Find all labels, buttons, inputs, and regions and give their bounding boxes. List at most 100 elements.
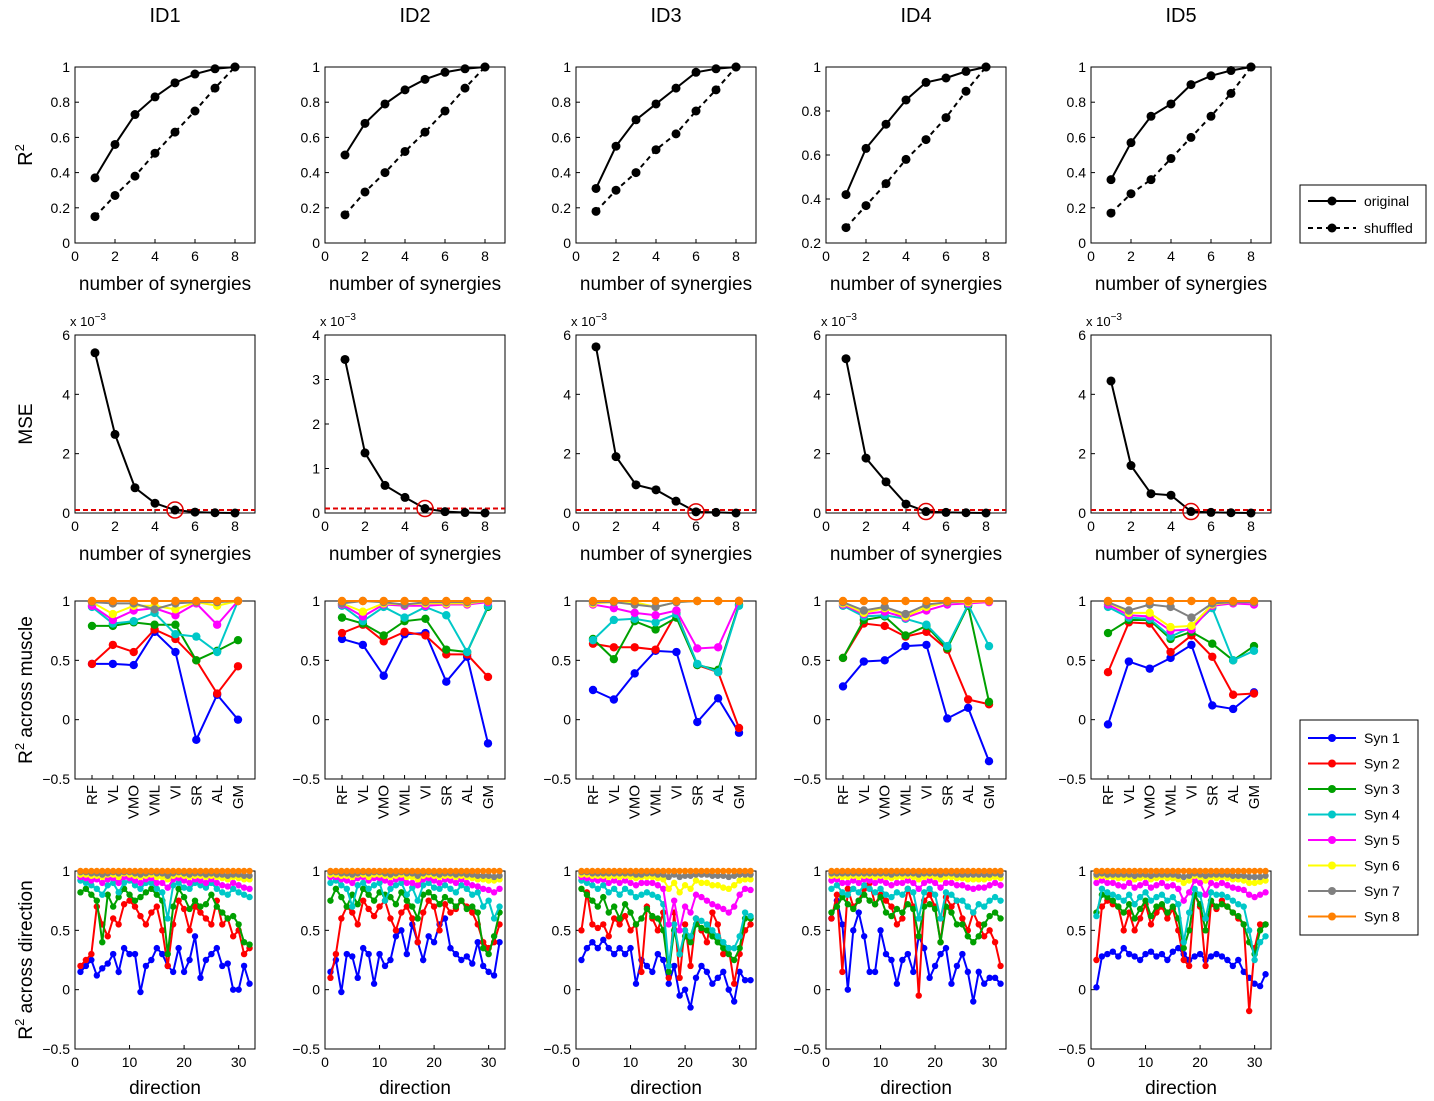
syn-point-4 bbox=[959, 897, 966, 904]
syn-point-4 bbox=[676, 950, 683, 958]
syn-point-8 bbox=[621, 867, 629, 875]
syn-point-4 bbox=[1207, 889, 1215, 896]
legend-label-syn-4: Syn 4 bbox=[1364, 807, 1400, 823]
syn-point-3 bbox=[171, 620, 180, 629]
data-point-shuffled bbox=[380, 168, 390, 178]
syn-point-3 bbox=[594, 903, 602, 910]
syn-point-1 bbox=[1120, 944, 1127, 952]
exponent-power: −3 bbox=[846, 312, 858, 323]
syn-point-4 bbox=[376, 879, 383, 887]
syn-point-6 bbox=[670, 879, 678, 887]
syn-point-8 bbox=[605, 867, 612, 875]
syn-point-1 bbox=[681, 986, 689, 993]
syn-point-4 bbox=[920, 889, 928, 896]
syn-point-1 bbox=[926, 974, 933, 981]
muscle-tick-label: RF bbox=[835, 785, 852, 805]
syn-point-8 bbox=[197, 867, 204, 875]
syn-point-3 bbox=[627, 909, 634, 916]
syn-point-1 bbox=[616, 944, 623, 952]
syn-point-8 bbox=[986, 867, 993, 875]
syn-point-8 bbox=[828, 867, 835, 875]
syn-point-3 bbox=[1240, 921, 1247, 928]
syn-point-5 bbox=[649, 879, 656, 887]
syn-point-8 bbox=[627, 867, 634, 875]
syn-point-1 bbox=[850, 927, 857, 934]
syn-point-7 bbox=[414, 872, 421, 879]
syn-point-8 bbox=[651, 596, 660, 606]
direction-panel-ytick-label: 0.5 bbox=[301, 922, 321, 938]
syn-point-8 bbox=[229, 867, 237, 875]
syn-point-5 bbox=[1125, 879, 1133, 887]
syn-point-4 bbox=[213, 885, 221, 892]
syn-point-1 bbox=[180, 968, 188, 976]
syn-point-2 bbox=[980, 933, 988, 940]
syn-point-1 bbox=[654, 950, 662, 958]
syn-point-8 bbox=[164, 867, 171, 875]
muscle-panel-id2: −0.5 0 0.5 1 RF VL VMO VML VI SR AL GM bbox=[292, 593, 506, 819]
syn-point-5 bbox=[1175, 885, 1182, 892]
r2-panel-xtick-label: 0 bbox=[822, 248, 830, 264]
x-axis-label: direction bbox=[129, 1078, 201, 1099]
syn-point-4 bbox=[600, 882, 607, 889]
syn-point-3 bbox=[839, 893, 846, 901]
mse-panel-ytick-label: 2 bbox=[312, 416, 320, 432]
syn-point-1 bbox=[964, 968, 972, 976]
syn-point-8 bbox=[142, 867, 150, 875]
syn-point-8 bbox=[850, 867, 857, 875]
syn-point-5 bbox=[496, 885, 503, 892]
data-point-original bbox=[90, 173, 100, 183]
syn-point-2 bbox=[734, 723, 744, 733]
syn-point-1 bbox=[1262, 971, 1269, 978]
syn-point-1 bbox=[1218, 953, 1226, 960]
syn-point-8 bbox=[915, 867, 922, 875]
syn-point-8 bbox=[441, 867, 449, 875]
syn-point-3 bbox=[229, 912, 237, 920]
r2-panel-xtick-label: 6 bbox=[441, 248, 449, 264]
syn-point-5 bbox=[1256, 891, 1264, 898]
syn-point-3 bbox=[1104, 893, 1111, 901]
syn-point-3 bbox=[609, 654, 619, 664]
syn-point-4 bbox=[1136, 893, 1144, 901]
syn-point-2 bbox=[959, 915, 966, 922]
syn-point-7 bbox=[1240, 872, 1247, 879]
syn-point-1 bbox=[1145, 664, 1154, 673]
syn-point-4 bbox=[452, 889, 460, 896]
column-title-id2: ID2 bbox=[399, 5, 430, 27]
syn-point-3 bbox=[202, 901, 210, 908]
syn-point-7 bbox=[714, 872, 722, 879]
syn-point-8 bbox=[419, 867, 427, 875]
syn-point-6 bbox=[660, 876, 667, 883]
syn-point-8 bbox=[964, 867, 972, 875]
mse-panel-xtick-label: 2 bbox=[111, 518, 119, 534]
syn-point-3 bbox=[1115, 903, 1122, 910]
mse-point bbox=[90, 348, 100, 358]
syn-point-4 bbox=[169, 882, 177, 889]
data-point-shuffled bbox=[170, 127, 180, 137]
syn-point-5 bbox=[1109, 879, 1117, 887]
syn-point-3 bbox=[578, 885, 585, 892]
syn-point-3 bbox=[984, 697, 994, 707]
syn-point-3 bbox=[589, 897, 596, 904]
syn-point-3 bbox=[638, 915, 645, 922]
direction-panel-xtick-label: 30 bbox=[1247, 1054, 1263, 1070]
syn-point-4 bbox=[1098, 885, 1106, 892]
syn-point-8 bbox=[354, 867, 361, 875]
syn-point-1 bbox=[1125, 950, 1133, 958]
syn-point-1 bbox=[730, 998, 738, 1005]
syn-point-8 bbox=[120, 867, 128, 875]
syn-point-3 bbox=[714, 939, 722, 946]
direction-panel-xtick-label: 0 bbox=[572, 1054, 580, 1070]
direction-panel-xtick-label: 20 bbox=[176, 1054, 192, 1070]
syn-point-7 bbox=[1124, 606, 1134, 615]
syn-point-4 bbox=[882, 891, 890, 898]
syn-point-5 bbox=[616, 879, 623, 887]
syn-point-8 bbox=[616, 867, 623, 875]
syn-point-3 bbox=[387, 893, 394, 901]
syn-point-8 bbox=[692, 867, 700, 875]
syn-point-7 bbox=[1131, 872, 1138, 879]
muscle-panel-ytick-label: −0.5 bbox=[292, 771, 320, 787]
syn-point-1 bbox=[693, 717, 702, 727]
syn-point-2 bbox=[387, 915, 394, 922]
syn-point-3 bbox=[866, 897, 873, 904]
syn-point-5 bbox=[693, 644, 702, 653]
